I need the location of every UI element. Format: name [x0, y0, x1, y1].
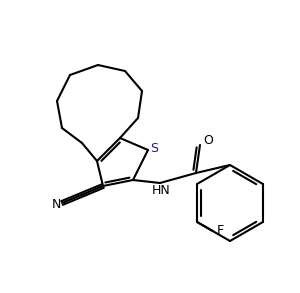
- Text: S: S: [150, 142, 158, 156]
- Text: F: F: [217, 224, 224, 238]
- Text: N: N: [51, 197, 61, 210]
- Text: O: O: [203, 134, 213, 146]
- Text: HN: HN: [152, 183, 170, 197]
